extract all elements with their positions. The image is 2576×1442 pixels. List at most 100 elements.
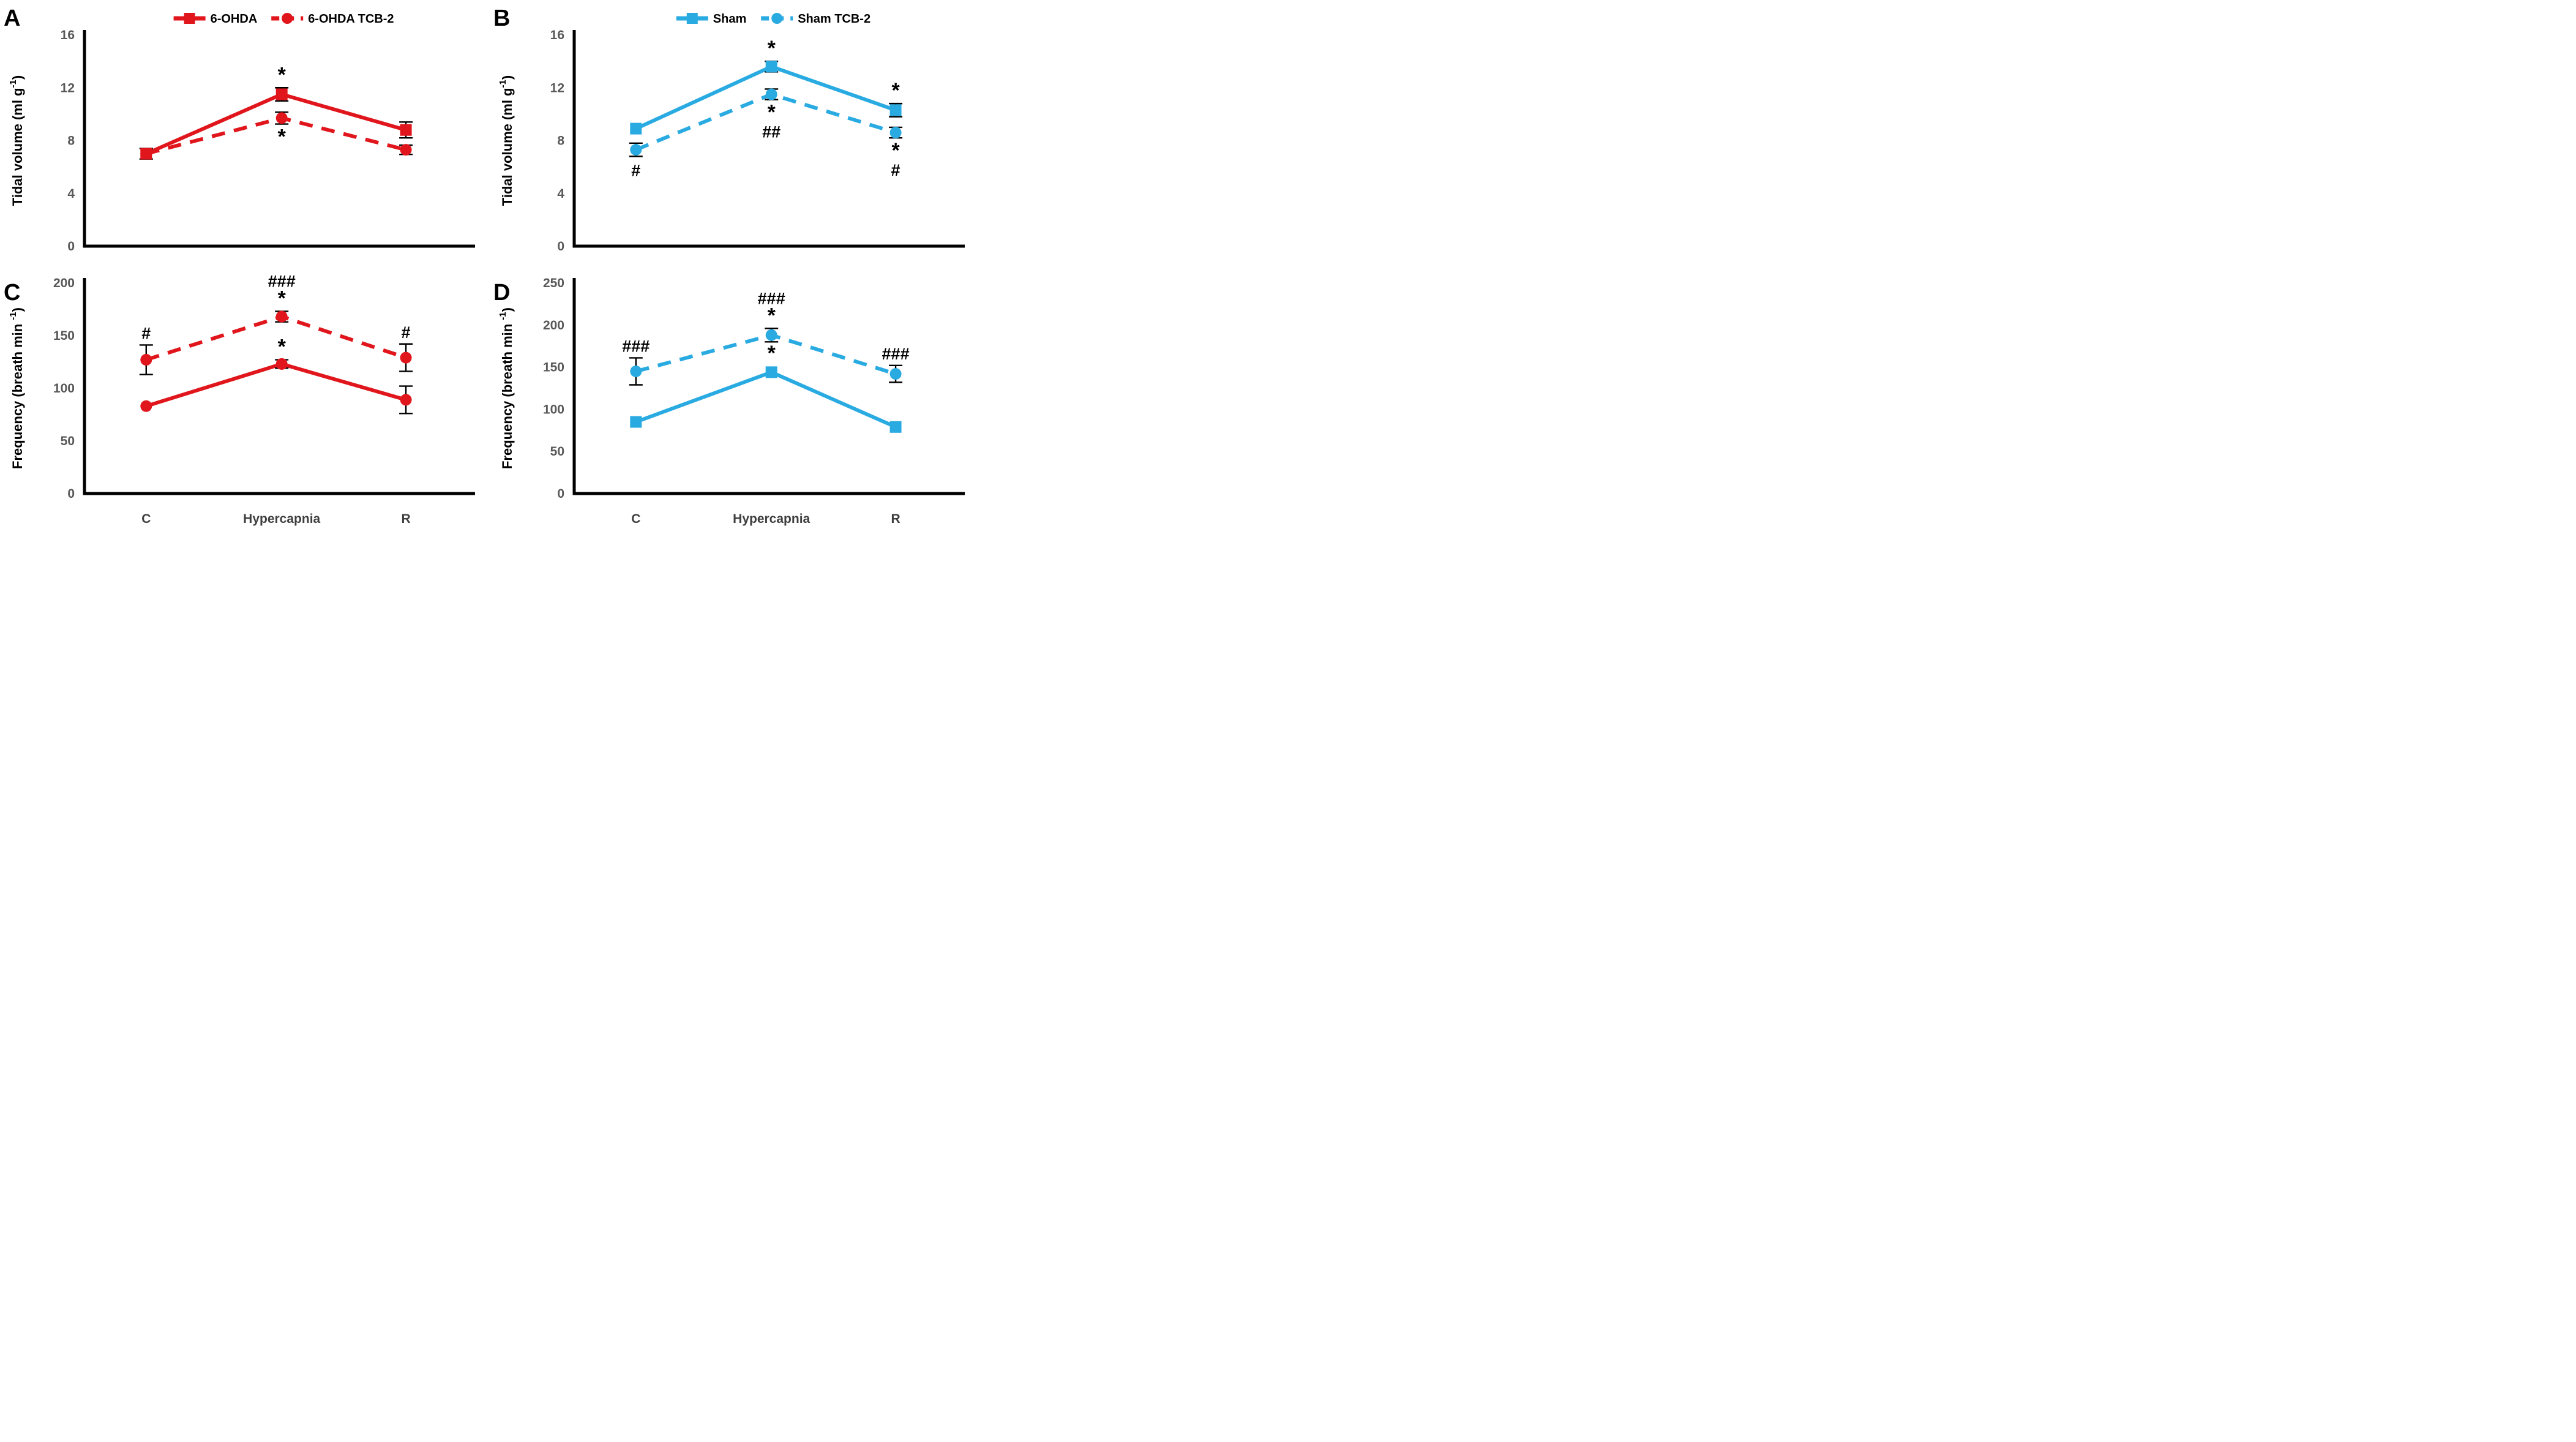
- asterisk-annotation: *: [768, 342, 776, 365]
- hash-annotation: ##: [762, 123, 781, 141]
- series-sham: [630, 60, 903, 135]
- asterisk-annotation: *: [768, 101, 776, 124]
- data-point-circle: [765, 329, 777, 341]
- data-point-circle: [275, 310, 288, 323]
- y-axis-title: Frequency (breath min -1): [498, 307, 515, 469]
- x-category-label: R: [401, 512, 410, 526]
- asterisk-annotation: *: [768, 37, 776, 60]
- significance-annotations: **: [278, 63, 286, 148]
- y-tick-label: 0: [67, 487, 75, 501]
- x-category-label: C: [141, 512, 151, 526]
- data-point-square: [275, 88, 288, 100]
- x-category-label: Hypercapnia: [733, 512, 810, 526]
- y-tick-label: 150: [543, 361, 564, 375]
- legend-circle-marker: [771, 13, 783, 24]
- series-sham-tcb-2: [629, 328, 903, 386]
- y-tick-label: 4: [67, 187, 75, 201]
- data-point-circle: [275, 112, 288, 124]
- data-point-square: [765, 366, 777, 378]
- hash-annotation: #: [141, 324, 151, 342]
- asterisk-annotation: *: [278, 287, 286, 310]
- panel-letter: D: [493, 280, 510, 306]
- y-tick-label: 8: [67, 134, 75, 148]
- series-6-ohda-tcb-2: [139, 310, 413, 375]
- data-point-circle: [140, 354, 152, 366]
- legend-square-marker: [686, 13, 698, 24]
- y-tick-label: 200: [53, 276, 75, 290]
- hash-annotation: #: [631, 161, 640, 179]
- y-tick-label: 8: [557, 134, 564, 148]
- hash-annotation: ###: [268, 274, 296, 290]
- y-tick-label: 12: [550, 81, 564, 95]
- data-point-circle: [889, 368, 902, 380]
- data-point-square: [400, 124, 412, 136]
- y-axis-title: Tidal volume (ml g-1): [8, 75, 25, 206]
- asterisk-annotation: *: [768, 304, 776, 327]
- hash-annotation: ###: [882, 345, 910, 363]
- asterisk-annotation: *: [891, 79, 900, 102]
- data-point-circle: [400, 394, 412, 406]
- panel-a: A Tidal volume (ml g-1) 16 12 8 4 0 6-OHDA 6-OHD…: [0, 0, 490, 274]
- panel-d: D Frequency (breath min -1) 250 200 150 100 50…: [490, 274, 979, 549]
- series-6-ohda: [139, 87, 413, 160]
- y-tick-label: 50: [61, 434, 75, 448]
- data-point-circle: [275, 358, 288, 370]
- y-tick-label: 4: [557, 187, 564, 201]
- legend: 6-OHDA 6-OHDA TCB-2: [173, 12, 394, 26]
- data-point-circle: [400, 144, 412, 156]
- panel-c: C Frequency (breath min -1) 200 150 100 50 0 C H…: [0, 272, 490, 549]
- data-point-circle: [400, 351, 412, 364]
- axes: 250 200 150 100 50 0: [543, 276, 965, 501]
- y-tick-label: 0: [67, 239, 75, 253]
- data-point-circle: [140, 400, 152, 412]
- data-point-square: [630, 122, 642, 135]
- data-point-circle: [889, 127, 902, 139]
- x-category-label: Hypercapnia: [243, 512, 320, 526]
- hash-annotation: ###: [758, 289, 785, 307]
- asterisk-annotation: *: [278, 126, 286, 149]
- y-tick-label: 0: [557, 239, 564, 253]
- axes: 16 12 8 4 0: [61, 28, 475, 253]
- y-axis-title: Tidal volume (ml g-1): [498, 75, 515, 206]
- data-point-square: [140, 148, 152, 160]
- legend: Sham Sham TCB-2: [676, 12, 871, 26]
- panel-letter: B: [493, 6, 510, 31]
- y-tick-label: 12: [61, 81, 75, 95]
- data-point-circle: [630, 144, 642, 156]
- series-sham: [630, 366, 902, 433]
- y-tick-label: 16: [550, 28, 564, 42]
- hash-annotation: #: [402, 323, 411, 342]
- legend-circle-marker: [282, 13, 293, 24]
- legend-label: 6-OHDA: [211, 12, 258, 26]
- y-tick-label: 200: [543, 318, 564, 332]
- y-axis-title: Frequency (breath min -1): [8, 307, 25, 469]
- legend-label: Sham: [713, 12, 746, 26]
- four-panel-line-figure: A Tidal volume (ml g-1) 16 12 8 4 0 6-OHDA 6-OHD…: [0, 0, 979, 549]
- y-tick-label: 50: [550, 445, 564, 459]
- significance-annotations: #**##**#: [631, 37, 900, 179]
- legend-label: 6-OHDA TCB-2: [308, 12, 394, 26]
- y-tick-label: 250: [543, 276, 564, 290]
- legend-square-marker: [184, 13, 195, 24]
- data-point-circle: [765, 88, 777, 100]
- data-point-square: [889, 104, 902, 116]
- data-point-square: [889, 421, 902, 433]
- panel-letter: C: [4, 280, 20, 306]
- y-tick-label: 150: [53, 329, 75, 343]
- x-category-label: R: [891, 512, 900, 526]
- hash-annotation: ###: [622, 337, 650, 355]
- axes: 16 12 8 4 0: [550, 28, 965, 253]
- y-tick-label: 16: [61, 28, 75, 42]
- data-point-square: [765, 61, 777, 73]
- data-point-circle: [630, 365, 642, 377]
- series-6-ohda: [140, 358, 413, 415]
- panel-b-chart: B Tidal volume (ml g-1) 16 12 8 4 0 Sham Sham TC…: [493, 6, 965, 253]
- axes: 200 150 100 50 0: [53, 276, 475, 501]
- panel-b: B Tidal volume (ml g-1) 16 12 8 4 0 Sham Sham TC…: [490, 0, 979, 274]
- asterisk-annotation: *: [278, 336, 286, 359]
- y-tick-label: 100: [53, 381, 75, 396]
- series-sham-tcb-2: [629, 88, 903, 157]
